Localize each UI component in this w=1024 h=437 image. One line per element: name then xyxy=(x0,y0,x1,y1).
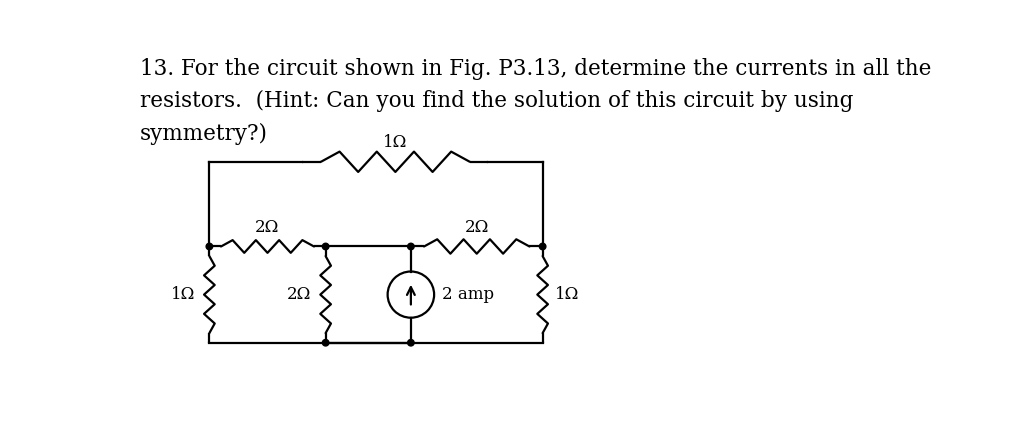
Circle shape xyxy=(206,243,213,250)
Circle shape xyxy=(408,243,414,250)
Text: 1Ω: 1Ω xyxy=(555,286,580,303)
Text: 2Ω: 2Ω xyxy=(255,219,280,236)
Text: 2Ω: 2Ω xyxy=(465,219,488,236)
Circle shape xyxy=(540,243,546,250)
Text: 1Ω: 1Ω xyxy=(383,134,408,151)
Text: 2 amp: 2 amp xyxy=(442,286,494,303)
Text: symmetry?): symmetry?) xyxy=(139,122,267,145)
Text: 13. For the circuit shown in Fig. P3.13, determine the currents in all the: 13. For the circuit shown in Fig. P3.13,… xyxy=(139,58,931,80)
Circle shape xyxy=(323,340,329,346)
Circle shape xyxy=(408,340,414,346)
Text: 2Ω: 2Ω xyxy=(288,286,311,303)
Text: resistors.  (Hint: Can you find the solution of this circuit by using: resistors. (Hint: Can you find the solut… xyxy=(139,90,853,112)
Circle shape xyxy=(323,243,329,250)
Text: 1Ω: 1Ω xyxy=(171,286,196,303)
